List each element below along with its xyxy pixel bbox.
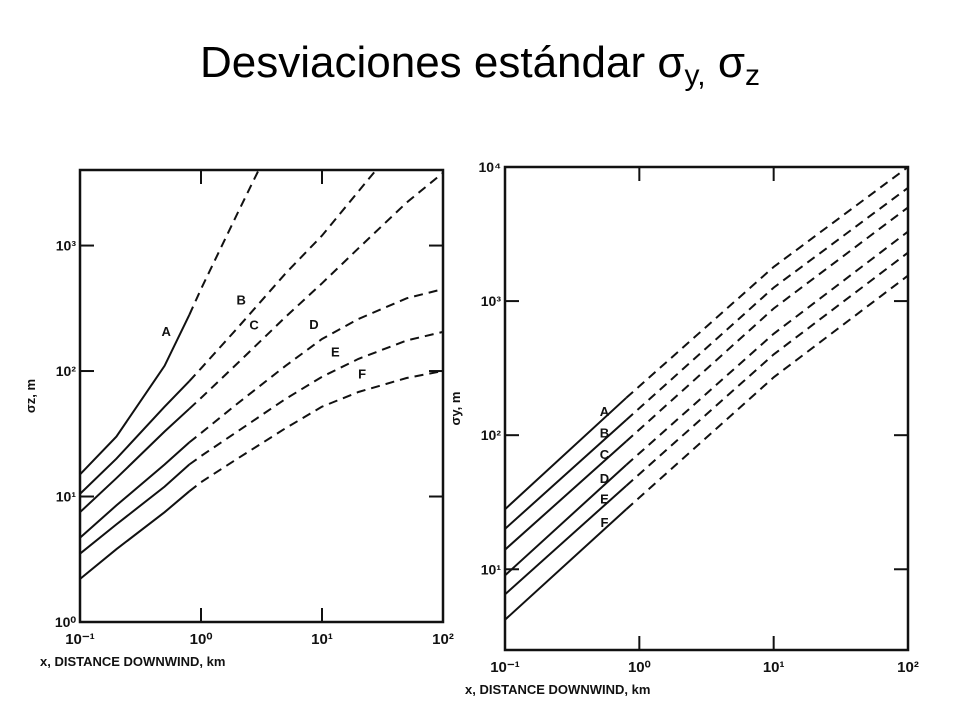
x-axis-label: x, DISTANCE DOWNWIND, km: [465, 682, 650, 697]
y-tick-label: 10¹: [481, 561, 502, 577]
series-label: D: [600, 471, 609, 486]
curve: [79, 380, 191, 495]
x-tick-label: 10⁻¹: [490, 659, 520, 676]
x-tick-label: 10²: [432, 631, 454, 648]
curve: [504, 464, 627, 577]
title-part: Desviaciones estándar σ: [199, 38, 685, 87]
series-label: A: [161, 324, 171, 339]
series-label: E: [331, 344, 340, 359]
x-tick-label: 10⁻¹: [65, 631, 95, 648]
curve: [188, 370, 444, 493]
plot-frame: [78, 168, 445, 624]
x-tick-label: 10¹: [763, 659, 785, 676]
curve: [504, 419, 627, 530]
curve: [504, 397, 627, 511]
curve: [504, 440, 627, 551]
y-axis-label: σz, m: [23, 379, 38, 413]
curve: [79, 314, 191, 476]
y-tick-label: 10⁴: [479, 159, 502, 175]
y-tick-label: 10⁰: [55, 614, 77, 630]
title-subscript: z: [745, 59, 760, 92]
series-label: B: [236, 293, 245, 308]
curve: [625, 274, 909, 511]
series-label: C: [600, 447, 610, 462]
curve: [625, 186, 909, 421]
title-part: σ: [705, 38, 745, 87]
y-tick-label: 10²: [481, 427, 502, 443]
x-tick-label: 10⁰: [190, 631, 213, 648]
curve: [625, 230, 909, 466]
curve: [79, 490, 190, 580]
y-tick-label: 10²: [56, 363, 77, 379]
series-label: D: [309, 317, 318, 332]
curve: [188, 169, 260, 316]
curve: [504, 508, 627, 621]
series-label: A: [600, 404, 610, 419]
series-label: F: [358, 367, 366, 382]
y-tick-label: 10¹: [56, 489, 77, 505]
curve: [625, 166, 909, 399]
curve: [625, 251, 909, 487]
curve: [188, 169, 377, 382]
x-tick-label: 10²: [897, 659, 919, 676]
curve: [504, 484, 627, 596]
y-axis-label: σy, m: [448, 392, 463, 426]
curve: [188, 330, 444, 466]
curve: [79, 441, 190, 539]
title-subscript: y,: [684, 59, 706, 92]
x-axis-label: x, DISTANCE DOWNWIND, km: [40, 654, 225, 669]
series-label: E: [600, 491, 609, 506]
plot-frame: [503, 165, 910, 652]
curve: [79, 408, 190, 513]
series-label: B: [600, 426, 609, 441]
y-tick-label: 10³: [56, 238, 77, 254]
slide-title: Desviaciones estándar σy, σz: [0, 38, 960, 91]
curve: [188, 172, 444, 410]
x-tick-label: 10⁰: [628, 659, 651, 676]
series-label: C: [249, 318, 259, 333]
series-label: F: [600, 515, 608, 530]
curve: [625, 206, 909, 443]
curve: [188, 288, 444, 444]
x-tick-label: 10¹: [311, 631, 333, 648]
curve: [79, 463, 190, 555]
y-tick-label: 10³: [481, 293, 502, 309]
